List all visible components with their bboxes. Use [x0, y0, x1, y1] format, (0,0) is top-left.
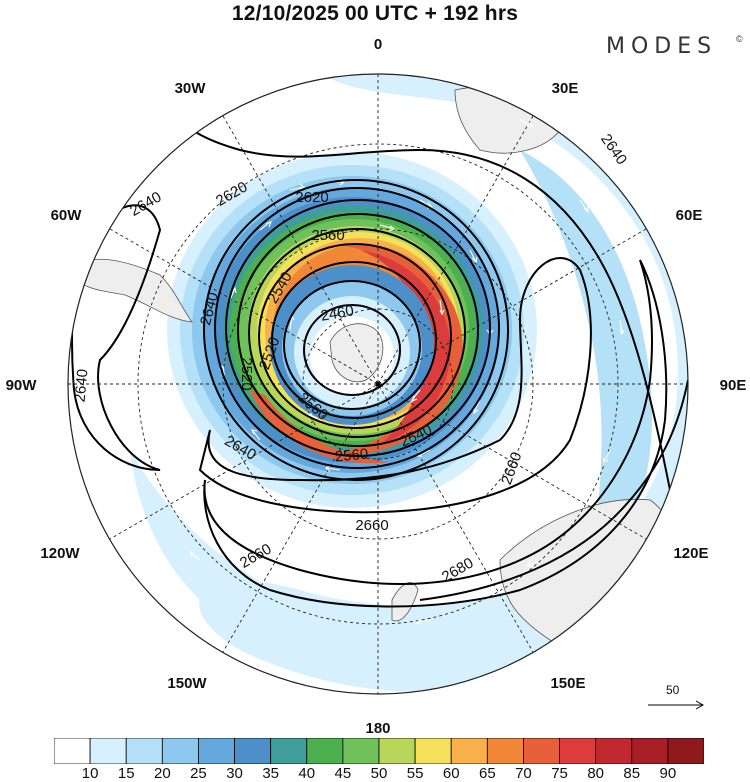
- lon-label-90w: 90W: [6, 377, 38, 394]
- south-america: [69, 258, 193, 323]
- wind-band-east: [520, 150, 652, 570]
- contour-2540: [248, 228, 466, 438]
- map-frame: [67, 73, 689, 695]
- contour-2680: [419, 379, 688, 601]
- color-scale-bar: [54, 738, 704, 764]
- color-scale-swatch: [631, 738, 669, 764]
- contour-2500: [271, 261, 437, 419]
- color-scale-swatch: [234, 738, 272, 764]
- color-scale-swatch: [198, 738, 235, 764]
- antarctica: [329, 323, 384, 383]
- contour-label: 2560: [334, 446, 369, 466]
- color-scale-tick-label: 20: [153, 765, 171, 782]
- color-scale-swatch: [559, 738, 597, 764]
- color-scale-swatch: [414, 738, 452, 764]
- contour-2560: [237, 213, 479, 447]
- reference-vector: [648, 700, 705, 710]
- contour-label: 2640: [72, 368, 92, 403]
- color-scale-swatch: [270, 738, 308, 764]
- lon-label-0: 0: [374, 36, 382, 53]
- color-scale-swatch: [161, 738, 199, 764]
- lon-label-30e: 30E: [552, 80, 579, 97]
- brand-logo: MODES: [606, 34, 718, 59]
- color-scale-tick-label: 75: [551, 765, 568, 782]
- vortex-core-south: [250, 390, 390, 464]
- contour-2460: [303, 304, 401, 396]
- color-scale-swatch: [378, 738, 416, 764]
- color-scale-swatch: [486, 738, 524, 764]
- color-scale-swatch: [595, 738, 633, 764]
- color-scale-swatch: [342, 738, 380, 764]
- contour-label: 2640: [597, 131, 630, 168]
- copyright-mark: ©: [736, 34, 743, 44]
- contour-2640-south: [198, 257, 592, 514]
- color-scale-tick-label: 35: [262, 765, 279, 782]
- lon-label-120w: 120W: [40, 545, 80, 562]
- contour-label: 2520: [238, 357, 255, 390]
- new-zealand: [391, 582, 419, 622]
- color-scale-tick-label: 15: [117, 765, 135, 782]
- contour-2520: [258, 243, 452, 429]
- color-scale-tick-label: 25: [190, 765, 207, 782]
- lon-label-60w: 60W: [51, 207, 83, 224]
- color-scale-swatch: [125, 738, 163, 764]
- contour-label: 2460: [319, 302, 355, 325]
- contour-2600: [214, 187, 500, 469]
- map-disk: [68, 74, 688, 694]
- contour-2640-west: [71, 204, 162, 471]
- reference-arrow-head: [695, 700, 705, 710]
- south-pole-marker: [375, 381, 381, 387]
- color-scale-tick-label: 55: [406, 765, 424, 782]
- contour-label: 2620: [295, 189, 328, 206]
- contour-label: 2560: [311, 227, 344, 244]
- height-contours: [71, 74, 688, 608]
- lon-label-60e: 60E: [676, 207, 703, 224]
- color-scale-swatch: [306, 738, 344, 764]
- graticule: [68, 74, 688, 694]
- color-scale-tick-label: 90: [659, 765, 677, 782]
- map-title: 12/10/2025 00 UTC + 192 hrs: [231, 2, 519, 25]
- lon-label-120e: 120E: [673, 545, 708, 562]
- contour-2640-inner: [178, 74, 688, 541]
- lon-label-150e: 150E: [550, 675, 585, 692]
- color-scale-tick-label: 60: [442, 765, 460, 782]
- color-scale-tick-label: 40: [298, 765, 316, 782]
- color-scale-swatch: [54, 738, 91, 764]
- reference-vector-value: 50: [666, 683, 680, 697]
- color-scale-tick-label: 50: [370, 765, 388, 782]
- color-scale-tick-label: 65: [478, 765, 496, 782]
- lon-label-30w: 30W: [175, 80, 207, 97]
- wind-band-southwest: [130, 450, 319, 647]
- color-scale-tick-label: 30: [226, 765, 243, 782]
- color-scale-tick-label: 10: [81, 765, 99, 782]
- contour-label: 2660: [355, 517, 388, 534]
- contour-2620: [203, 179, 509, 481]
- longitude-labels: 0 30E 60E 90E 120E 150E 180 150W 120W 90…: [6, 36, 747, 737]
- lon-label-90e: 90E: [720, 377, 747, 394]
- color-scale-swatch: [450, 738, 488, 764]
- color-scale-tick-label: 70: [515, 765, 532, 782]
- color-scale-tick-label: 45: [334, 765, 352, 782]
- contour-2660: [203, 259, 668, 608]
- color-scale-swatch: [523, 738, 560, 764]
- contour-2480: [283, 280, 421, 410]
- color-scale-tick-label: 80: [587, 765, 604, 782]
- lon-label-150w: 150W: [167, 675, 207, 692]
- color-scale-tick-label: 85: [623, 765, 641, 782]
- contour-2580: [225, 199, 491, 457]
- color-scale-swatch: [667, 738, 704, 764]
- lon-label-180: 180: [365, 720, 390, 737]
- color-scale-swatch: [89, 738, 127, 764]
